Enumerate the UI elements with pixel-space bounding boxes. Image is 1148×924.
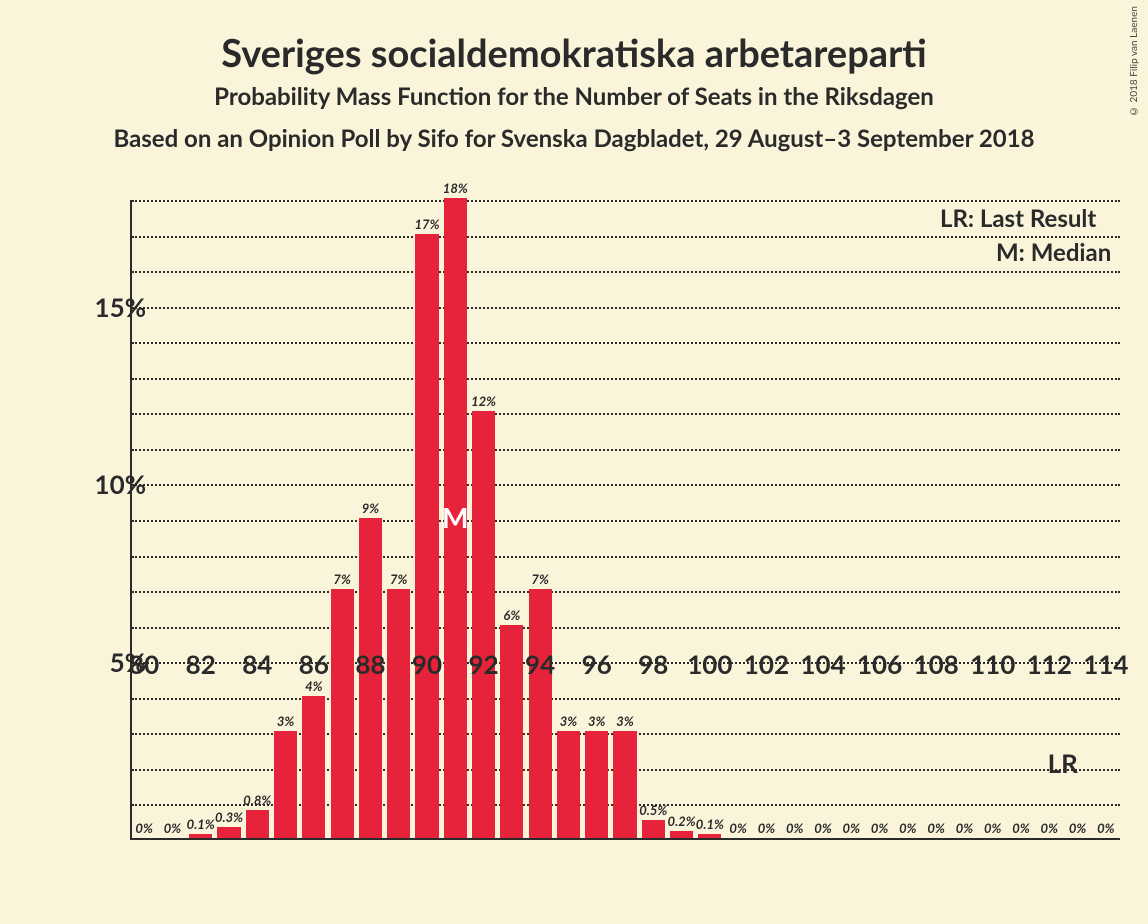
x-tick-label: 100 <box>687 648 732 680</box>
gridline <box>132 236 1120 238</box>
chart-canvas: © 2018 Filip van Laenen Sveriges sociald… <box>0 0 1148 924</box>
gridline <box>132 200 1120 202</box>
bar-value-label: 0% <box>1069 820 1086 836</box>
chart-subtitle: Probability Mass Function for the Number… <box>0 82 1148 111</box>
bar-value-label: 4% <box>305 678 322 694</box>
gridline <box>132 271 1120 273</box>
legend-median: M: Median <box>996 238 1111 267</box>
bar-value-label: 0% <box>814 820 831 836</box>
gridline <box>132 484 1120 486</box>
x-tick-label: 96 <box>582 648 612 680</box>
chart-title: Sveriges socialdemokratiska arbetarepart… <box>0 30 1148 76</box>
bar <box>529 589 552 838</box>
bar-value-label: 0% <box>1097 820 1114 836</box>
bar-value-label: 0% <box>871 820 888 836</box>
bar <box>670 831 693 838</box>
bar <box>557 731 580 838</box>
y-tick-label: 15% <box>95 291 146 323</box>
last-result-marker: LR <box>1048 747 1078 779</box>
gridline <box>132 591 1120 593</box>
bar-value-label: 12% <box>471 393 496 409</box>
x-tick-label: 114 <box>1083 648 1128 680</box>
bar-value-label: 0% <box>729 820 746 836</box>
gridline <box>132 556 1120 558</box>
bar-value-label: 0% <box>927 820 944 836</box>
bar-value-label: 0% <box>843 820 860 836</box>
bar-value-label: 17% <box>415 216 440 232</box>
bar <box>331 589 354 838</box>
x-tick-label: 110 <box>970 648 1015 680</box>
x-tick-label: 106 <box>857 648 902 680</box>
bar <box>387 589 410 838</box>
gridline <box>132 413 1120 415</box>
bar-value-label: 0% <box>956 820 973 836</box>
x-tick-label: 80 <box>129 648 159 680</box>
legend-last-result: LR: Last Result <box>940 204 1096 233</box>
gridline <box>132 449 1120 451</box>
x-tick-label: 92 <box>468 648 498 680</box>
gridline <box>132 520 1120 522</box>
gridline <box>132 342 1120 344</box>
bar-value-label: 6% <box>503 607 520 623</box>
bar-value-label: 0.1% <box>187 816 215 832</box>
bar-value-label: 0% <box>786 820 803 836</box>
bar-value-label: 3% <box>616 713 633 729</box>
gridline <box>132 378 1120 380</box>
y-tick-label: 10% <box>95 468 146 500</box>
bar <box>274 731 297 838</box>
bar <box>613 731 636 838</box>
x-tick-label: 84 <box>242 648 272 680</box>
x-tick-label: 90 <box>412 648 442 680</box>
x-tick-label: 98 <box>638 648 668 680</box>
bar <box>217 827 240 838</box>
x-tick-label: 82 <box>186 648 216 680</box>
bar-value-label: 0% <box>899 820 916 836</box>
gridline <box>132 307 1120 309</box>
bar <box>472 411 495 838</box>
chart-subtitle2: Based on an Opinion Poll by Sifo for Sve… <box>0 124 1148 153</box>
x-tick-label: 112 <box>1027 648 1072 680</box>
bar-value-label: 0% <box>1041 820 1058 836</box>
gridline <box>132 698 1120 700</box>
bar-value-label: 0.5% <box>639 802 667 818</box>
x-axis-line <box>130 838 1120 840</box>
plot-area: 0%0%0.1%0.3%0.8%3%4%7%9%7%17%18%M12%6%7%… <box>130 200 1120 840</box>
bar-value-label: 0.2% <box>668 813 696 829</box>
gridline <box>132 627 1120 629</box>
bar-value-label: 0.3% <box>215 809 243 825</box>
bar-value-label: 18% <box>443 180 468 196</box>
bar <box>302 696 325 838</box>
x-tick-label: 94 <box>525 648 555 680</box>
x-tick-label: 102 <box>744 648 789 680</box>
bar-value-label: 3% <box>560 713 577 729</box>
bar <box>246 810 269 838</box>
bar <box>189 834 212 838</box>
bar-value-label: 0% <box>164 820 181 836</box>
bar-value-label: 7% <box>333 571 350 587</box>
x-tick-label: 88 <box>355 648 385 680</box>
bar-value-label: 0% <box>1012 820 1029 836</box>
bar <box>500 625 523 838</box>
bar-value-label: 7% <box>390 571 407 587</box>
x-tick-label: 86 <box>299 648 329 680</box>
bar-value-label: 3% <box>277 713 294 729</box>
bar <box>415 234 438 838</box>
bar-value-label: 0.8% <box>243 792 271 808</box>
bar-value-label: 0% <box>984 820 1001 836</box>
x-tick-label: 108 <box>914 648 959 680</box>
bar-value-label: 3% <box>588 713 605 729</box>
bar-value-label: 0.1% <box>696 816 724 832</box>
x-tick-label: 104 <box>800 648 845 680</box>
bar <box>698 834 721 838</box>
bar-value-label: 9% <box>362 500 379 516</box>
bar <box>585 731 608 838</box>
bar-value-label: 0% <box>135 820 152 836</box>
bar <box>642 820 665 838</box>
median-marker: M <box>442 500 468 534</box>
bar-value-label: 0% <box>758 820 775 836</box>
bar-value-label: 7% <box>531 571 548 587</box>
